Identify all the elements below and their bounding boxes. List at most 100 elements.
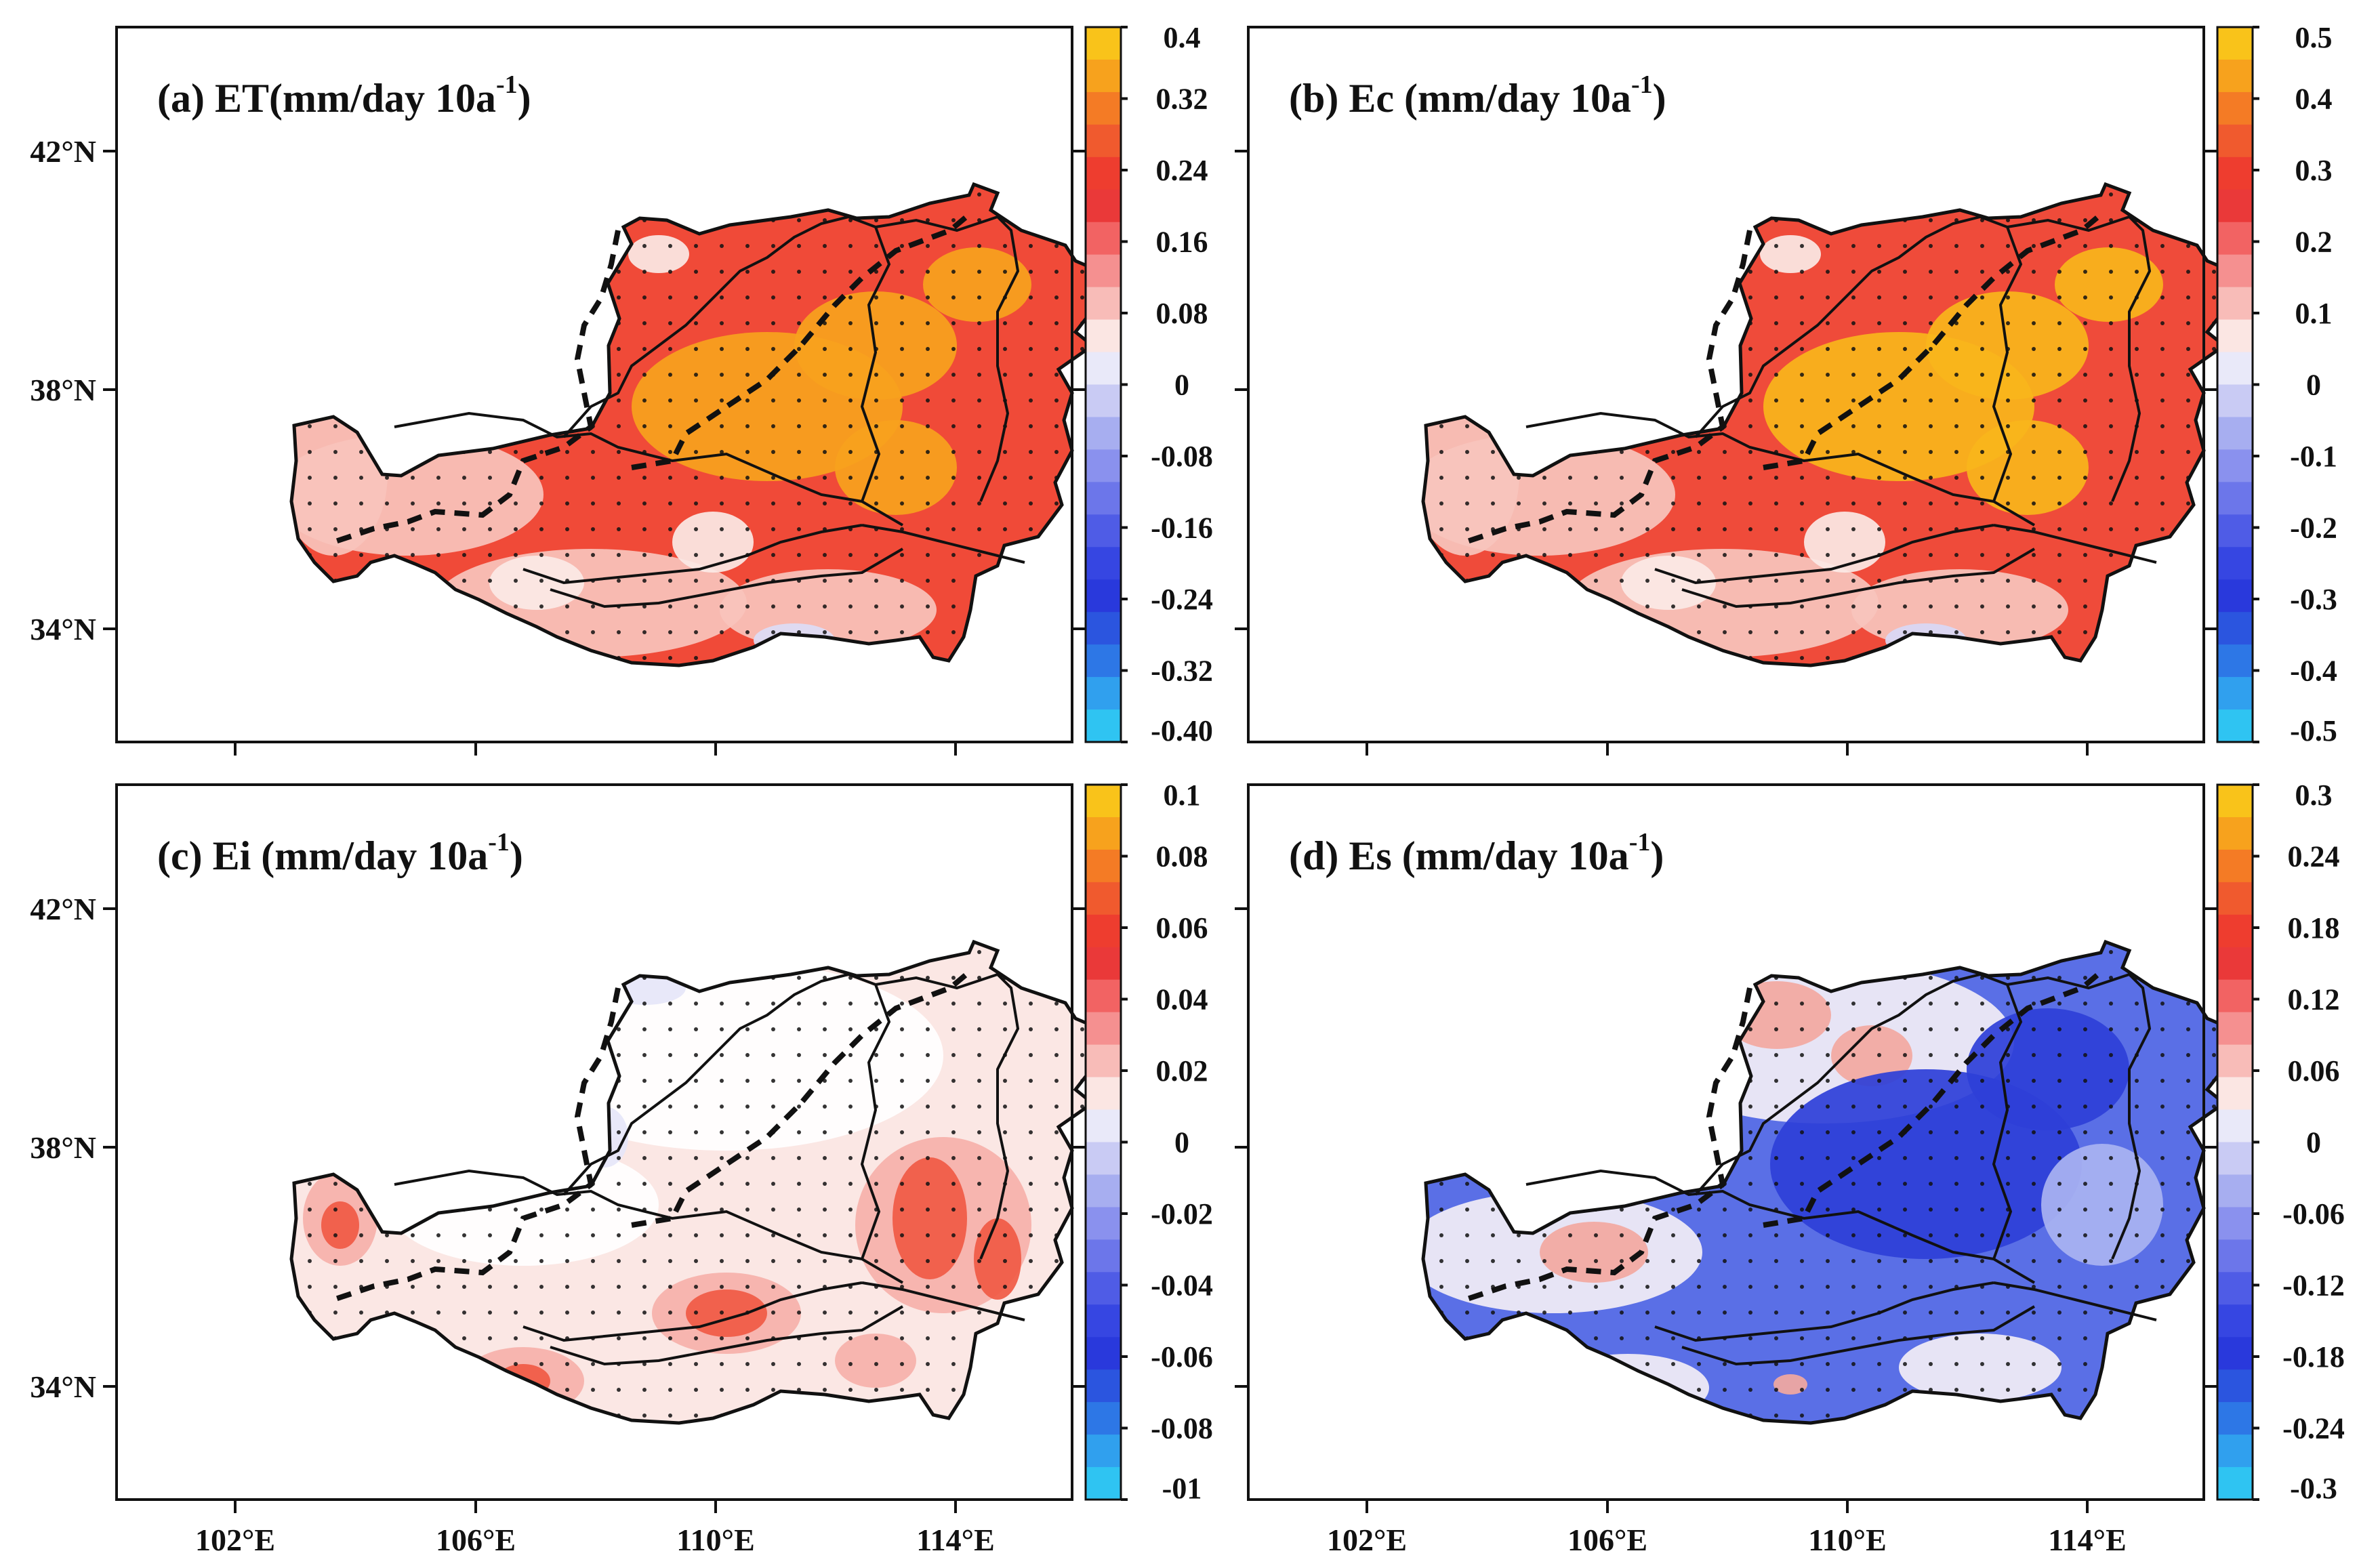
province-boundary <box>2007 972 2152 1260</box>
colorbar-segment <box>1086 1174 1121 1208</box>
dashed-boundary <box>1464 230 1752 545</box>
lon-label: 102°E <box>1327 1523 1407 1557</box>
colorbar-label: -0.3 <box>2290 1472 2337 1505</box>
colorbar-label: 0.08 <box>1156 840 1208 873</box>
province-boundary <box>1993 1281 2157 1321</box>
colorbar-segment <box>2217 1337 2253 1370</box>
colorbar-segment <box>2217 1077 2253 1111</box>
colorbar-segment <box>1086 677 1121 710</box>
colorbar: 0.1 0.08 0.06 0.04 0.02 0 -0.02 -0.04 -0.06 -0.08… <box>1084 779 1213 1505</box>
dashed-boundary <box>1763 968 2104 1228</box>
colorbar: 0.5 0.4 0.3 0.2 0.1 0 -0.1 -0.2 -0.3 -0.4 -0.5 <box>2216 21 2337 747</box>
panel-title-end: ) <box>518 76 531 121</box>
colorbar-segment <box>2217 947 2253 981</box>
colorbar-label: 0.24 <box>2288 840 2340 873</box>
colorbar-segment <box>1086 189 1121 223</box>
colorbar-label: -0.06 <box>2282 1197 2345 1231</box>
colorbar-segment <box>1086 1369 1121 1403</box>
colorbar-segment <box>1086 1239 1121 1273</box>
colorbar-segment <box>1086 1435 1121 1468</box>
colorbar-segment <box>1086 1207 1121 1240</box>
colorbar-segment <box>1086 1467 1121 1500</box>
colorbar-label: 0.1 <box>1164 779 1201 812</box>
panel-title-main: (b) Ec (mm/day 10a <box>1289 76 1631 121</box>
colorbar-label: 0.5 <box>2295 21 2333 54</box>
province-boundary <box>1525 1169 2036 1284</box>
colorbar-label: -0.5 <box>2290 714 2337 747</box>
colorbar-segment <box>1086 59 1121 93</box>
colorbar-segment <box>1086 482 1121 515</box>
colorbar-segment <box>2217 785 2253 818</box>
colorbar-segment <box>2217 287 2253 321</box>
colorbar-segment <box>2217 1142 2253 1176</box>
colorbar-segment <box>1086 849 1121 883</box>
colorbar-segment <box>1086 612 1121 645</box>
colorbar-segment <box>2217 1239 2253 1273</box>
lon-label: 106°E <box>436 1523 516 1557</box>
colorbar-segment <box>1086 1272 1121 1305</box>
colorbar-label: -0.3 <box>2290 583 2337 616</box>
colorbar-segment <box>1086 384 1121 418</box>
colorbar-label: -0.06 <box>1151 1340 1213 1374</box>
province-boundary <box>1992 984 2023 1260</box>
lat-label: 34°N <box>30 612 96 646</box>
colorbar-segment <box>2217 157 2253 190</box>
panel-d: (d) Es (mm/day 10a-1) 102°E 106°E 110°E 114°… <box>1235 779 2345 1557</box>
map-frame <box>1247 783 2205 1501</box>
colorbar-segment <box>2217 612 2253 645</box>
dashed-boundary <box>631 211 972 470</box>
colorbar-segment <box>2217 1272 2253 1305</box>
colorbar-label: 0.2 <box>2295 226 2333 259</box>
colorbar-segment <box>1086 1142 1121 1176</box>
province-boundary <box>550 1305 904 1366</box>
colorbar-segment <box>1086 1109 1121 1143</box>
colorbar-label: -0.18 <box>2282 1340 2345 1374</box>
colorbar-segment <box>2217 352 2253 386</box>
panel-a: (a) ET(mm/day 10a-1)42°N38°N34°N0.40.320… <box>30 21 1213 756</box>
colorbar-segment <box>1086 785 1121 818</box>
colorbar-segment <box>1086 547 1121 580</box>
panel-title-main: (d) Es (mm/day 10a <box>1289 833 1629 878</box>
colorbar-segment <box>2217 1435 2253 1468</box>
colorbar-label: 0.06 <box>2288 1054 2340 1088</box>
province-boundary <box>394 411 904 527</box>
lon-label: 114°E <box>916 1523 995 1557</box>
colorbar-label: -0.40 <box>1151 714 1213 747</box>
colorbar-segment <box>2217 1109 2253 1143</box>
colorbar-segment <box>1086 1304 1121 1338</box>
colorbar-label: -0.4 <box>2290 655 2337 688</box>
lon-label: 106°E <box>1567 1523 1647 1557</box>
province-boundary <box>1525 411 2036 527</box>
province-boundary <box>562 215 876 438</box>
colorbar-segment <box>2217 59 2253 93</box>
colorbar-label: 0.04 <box>1156 983 1208 1016</box>
colorbar-segment <box>1086 1044 1121 1078</box>
province-boundary <box>1681 1305 2036 1366</box>
province-boundary <box>860 984 891 1260</box>
panel-title: (c) Ei (mm/day 10a-1) <box>157 828 523 878</box>
colorbar-label: 0.32 <box>1156 83 1208 116</box>
colorbar-label: 0.16 <box>1156 226 1208 259</box>
lat-label: 42°N <box>30 134 96 169</box>
colorbar-segment <box>2217 514 2253 548</box>
colorbar-segment <box>2217 319 2253 353</box>
colorbar-segment <box>2217 482 2253 515</box>
panel-title-superscript: -1 <box>1629 828 1651 857</box>
panel-b: (b) Ec (mm/day 10a-1) 0.5 0.4 0.3 0.2 0.1 0 -0.… <box>1235 21 2337 756</box>
province-boundary <box>860 226 891 502</box>
colorbar-segment <box>1086 817 1121 850</box>
panel-title-superscript: -1 <box>488 828 510 857</box>
panel-title: (a) ET(mm/day 10a-1) <box>157 70 531 121</box>
province-boundary <box>1681 548 2036 608</box>
colorbar-label: 0.18 <box>2288 911 2340 945</box>
colorbar-segment <box>1086 947 1121 981</box>
province-boundary <box>861 1281 1025 1321</box>
lon-label: 102°E <box>195 1523 275 1557</box>
lat-label: 38°N <box>30 1130 96 1165</box>
colorbar-label: 0.24 <box>1156 154 1208 187</box>
colorbar-segment <box>2217 27 2253 60</box>
colorbar-segment <box>2217 644 2253 678</box>
colorbar-segment <box>2217 1369 2253 1403</box>
colorbar-label: 0.4 <box>1164 21 1201 54</box>
colorbar-segment <box>1086 287 1121 321</box>
